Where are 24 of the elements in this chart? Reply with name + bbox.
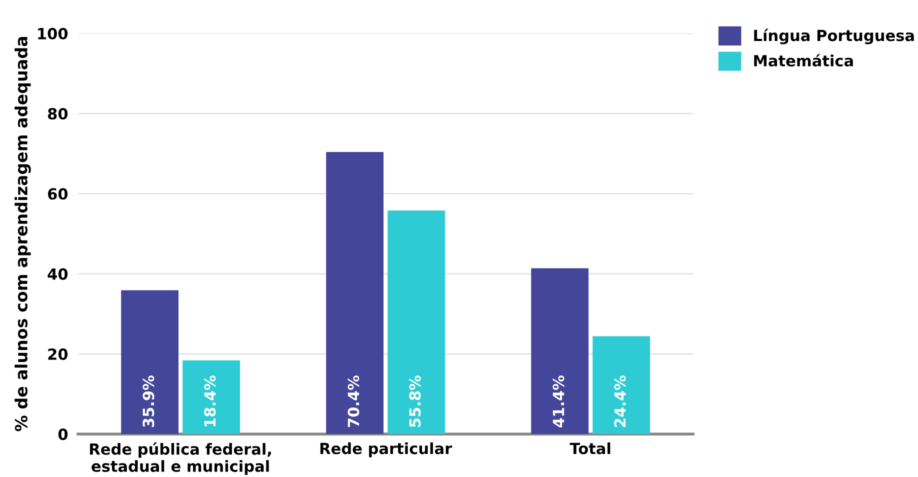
bar — [121, 290, 178, 434]
bar — [531, 268, 589, 434]
y-axis-title: % de alunos com aprendizagem adequada — [14, 36, 31, 432]
data-label: 24.4% — [614, 376, 626, 427]
legend-label: Matemática — [754, 54, 853, 67]
y-tick-label: 100 — [38, 28, 68, 40]
y-tick-label: 40 — [48, 268, 68, 280]
bar — [388, 210, 446, 434]
x-tick-label: Rede pública federal, estadual e municipal — [90, 442, 271, 475]
data-label: 55.8% — [409, 376, 421, 427]
y-tick-label: 80 — [48, 108, 68, 120]
x-tick-label: Total — [570, 442, 610, 454]
data-label: 41.4% — [552, 376, 564, 428]
y-tick-label: 0 — [58, 428, 68, 440]
y-tick-label: 20 — [48, 348, 68, 360]
y-tick-label: 60 — [48, 188, 68, 200]
bar — [182, 360, 240, 434]
x-tick-label: Rede particular — [320, 442, 452, 458]
data-label: 35.9% — [142, 376, 154, 428]
bar — [326, 152, 384, 434]
bar — [592, 336, 650, 434]
data-label: 18.4% — [204, 376, 216, 426]
data-label: 70.4% — [348, 376, 360, 428]
legend-label: Língua Portuguesa — [754, 28, 914, 44]
